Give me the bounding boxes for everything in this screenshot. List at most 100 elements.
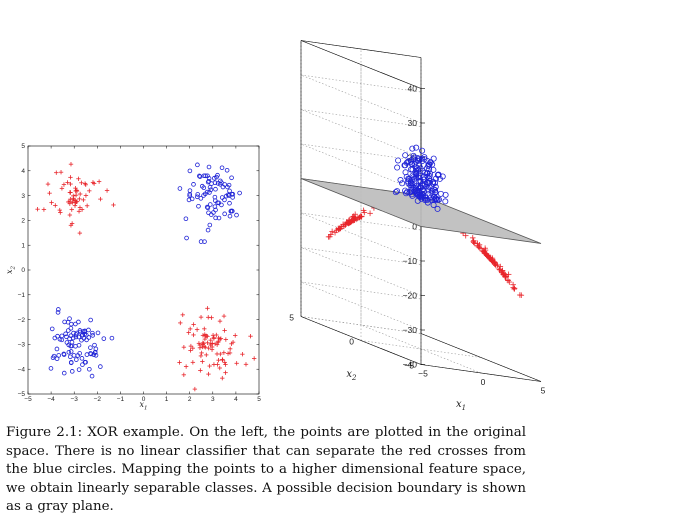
- x-tick-label: 5: [257, 396, 261, 403]
- circle-marker: [177, 186, 183, 191]
- circle-marker: [204, 204, 210, 210]
- cross-marker: [217, 365, 222, 371]
- circle-marker: [95, 330, 101, 336]
- circle-marker: [229, 192, 235, 197]
- circle-marker: [197, 173, 202, 179]
- cross-marker: [494, 262, 501, 268]
- cross-marker: [190, 345, 196, 351]
- cross-marker: [68, 161, 74, 167]
- cross-marker: [251, 356, 257, 361]
- circle-marker: [109, 335, 115, 341]
- circle-marker: [207, 222, 213, 228]
- grid-line: [300, 316, 422, 334]
- circle-marker: [48, 366, 54, 371]
- x-tick-label: 3: [211, 396, 215, 403]
- cross-marker: [204, 352, 209, 358]
- cross-marker: [221, 350, 227, 355]
- circle-marker: [194, 194, 200, 200]
- circle-marker: [392, 189, 399, 196]
- circle-marker: [442, 191, 449, 198]
- circle-marker: [442, 198, 449, 205]
- cross-marker: [223, 370, 228, 375]
- cross-marker: [216, 357, 221, 363]
- circle-marker: [216, 200, 222, 206]
- circle-marker: [79, 356, 85, 361]
- circle-marker: [74, 357, 79, 362]
- cross-marker: [209, 315, 214, 320]
- cross-marker: [197, 345, 203, 350]
- circle-marker: [409, 181, 416, 188]
- cross-marker: [207, 363, 212, 369]
- circle-marker: [229, 175, 234, 181]
- cross-marker: [186, 330, 191, 335]
- cross-marker: [328, 231, 334, 238]
- cross-marker: [96, 179, 102, 184]
- x1-tick-label: 5: [541, 386, 546, 396]
- cross-marker: [352, 211, 358, 218]
- circle-marker: [430, 155, 437, 162]
- cross-marker: [177, 360, 182, 365]
- cross-marker: [83, 182, 88, 187]
- circle-marker: [222, 182, 228, 187]
- cross-marker: [212, 341, 218, 347]
- y-tick-label: 5: [21, 143, 25, 150]
- grid-line: [300, 247, 422, 296]
- circle-marker: [189, 196, 195, 202]
- box-edge: [300, 40, 422, 58]
- circle-marker: [212, 180, 218, 185]
- circle-marker: [219, 202, 224, 208]
- cross-marker: [68, 196, 73, 202]
- circle-marker: [421, 173, 428, 180]
- grid-line: [300, 143, 422, 193]
- circle-marker: [421, 154, 428, 161]
- cross-marker: [496, 266, 502, 272]
- cross-marker: [361, 209, 368, 216]
- z-tick-label: −20: [403, 291, 418, 301]
- cross-marker: [45, 181, 51, 187]
- cross-marker: [211, 362, 217, 367]
- circle-marker: [212, 204, 218, 209]
- circle-marker: [88, 351, 94, 357]
- cross-marker: [190, 360, 196, 365]
- circle-marker: [87, 366, 92, 372]
- circle-marker: [226, 182, 232, 188]
- circle-marker: [432, 183, 439, 190]
- circle-marker: [65, 328, 71, 333]
- x-tick-label: 0: [142, 396, 146, 403]
- cross-marker: [209, 347, 215, 352]
- circle-marker: [208, 212, 214, 217]
- cross-marker: [79, 207, 85, 212]
- circle-marker: [90, 333, 95, 338]
- x2-axis-label: x2: [346, 369, 357, 382]
- cross-marker: [511, 285, 518, 292]
- cross-marker: [220, 375, 225, 381]
- cross-marker: [84, 203, 90, 208]
- grid-line: [300, 281, 422, 331]
- circle-marker: [432, 187, 439, 194]
- circle-marker: [55, 310, 61, 315]
- x-tick-label: 2: [188, 396, 192, 403]
- circle-marker: [76, 319, 81, 325]
- y-tick-label: 2: [21, 218, 25, 225]
- cross-marker: [178, 320, 183, 326]
- circle-marker: [222, 197, 227, 203]
- cross-marker: [181, 344, 187, 350]
- z-tick-label: −10: [403, 256, 418, 266]
- cross-marker: [198, 353, 204, 359]
- circle-marker: [234, 212, 239, 218]
- circle-marker: [224, 167, 230, 173]
- circle-marker: [83, 332, 89, 338]
- circle-marker: [394, 188, 401, 195]
- figure-caption: Figure 2.1: XOR example. On the left, th…: [6, 424, 526, 517]
- circle-marker: [198, 196, 204, 201]
- circle-marker: [69, 343, 75, 349]
- cross-marker: [188, 348, 193, 353]
- circle-marker: [76, 334, 82, 340]
- circle-marker: [69, 339, 75, 345]
- circle-marker: [417, 178, 424, 185]
- circle-marker: [73, 321, 78, 327]
- x-tick-label: −4: [47, 396, 55, 403]
- y-tick-label: 3: [21, 193, 25, 200]
- circle-marker: [101, 336, 107, 341]
- circle-marker: [215, 181, 221, 186]
